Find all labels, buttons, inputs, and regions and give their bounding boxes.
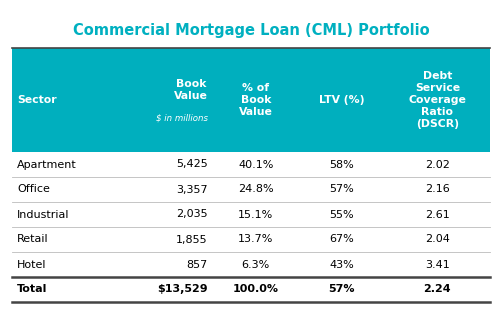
Text: 40.1%: 40.1% [237,159,273,169]
Text: $13,529: $13,529 [157,285,207,295]
Text: 55%: 55% [329,209,353,220]
Text: 100.0%: 100.0% [232,285,278,295]
Text: 3.41: 3.41 [424,260,449,270]
Text: 2.04: 2.04 [424,235,449,245]
Text: Apartment: Apartment [17,159,77,169]
Text: 57%: 57% [328,285,354,295]
Text: 15.1%: 15.1% [237,209,273,220]
Bar [12,48,489,152]
Text: 43%: 43% [329,260,354,270]
Text: 2.61: 2.61 [424,209,449,220]
Text: 58%: 58% [329,159,354,169]
Text: % of
Book
Value: % of Book Value [238,83,272,117]
Text: 1,855: 1,855 [176,235,207,245]
Text: Commercial Mortgage Loan (CML) Portfolio: Commercial Mortgage Loan (CML) Portfolio [73,22,428,37]
Text: 2.24: 2.24 [423,285,450,295]
Text: Book
Value: Book Value [173,79,207,101]
Text: Total: Total [17,285,47,295]
Text: 2.16: 2.16 [424,184,449,194]
Text: $ in millions: $ in millions [155,114,207,123]
Text: Sector: Sector [17,95,57,105]
Text: LTV (%): LTV (%) [319,95,364,105]
Text: 2.02: 2.02 [424,159,449,169]
Text: Retail: Retail [17,235,49,245]
Text: Hotel: Hotel [17,260,47,270]
Text: 6.3%: 6.3% [241,260,270,270]
Text: 5,425: 5,425 [176,159,207,169]
Text: 67%: 67% [329,235,354,245]
Text: 13.7%: 13.7% [237,235,273,245]
Text: Debt
Service
Coverage
Ratio
(DSCR): Debt Service Coverage Ratio (DSCR) [408,71,465,129]
Text: 857: 857 [186,260,207,270]
Text: 2,035: 2,035 [176,209,207,220]
Text: Office: Office [17,184,50,194]
Text: 57%: 57% [329,184,354,194]
Text: Industrial: Industrial [17,209,69,220]
Text: 3,357: 3,357 [176,184,207,194]
Text: 24.8%: 24.8% [237,184,273,194]
